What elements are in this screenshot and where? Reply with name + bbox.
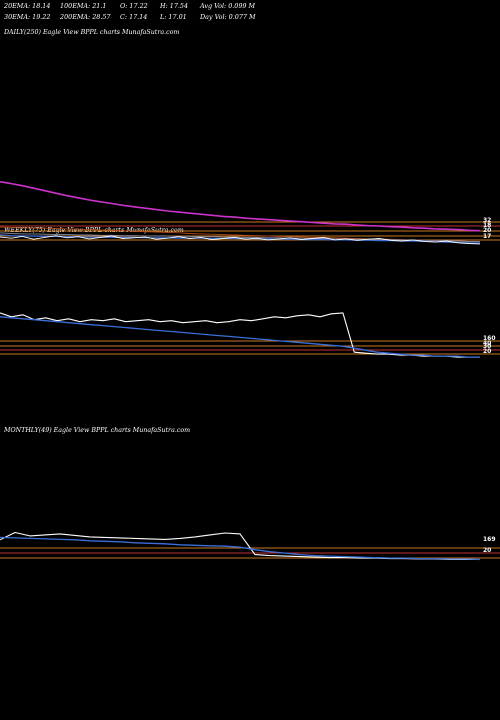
weekly-series-1 (0, 316, 480, 358)
weekly-series-0 (0, 312, 480, 358)
stat-100ema: 100EMA: 21.1 (60, 2, 107, 10)
weekly-right-label-2: 30 (483, 343, 491, 350)
daily-series-0 (0, 181, 481, 232)
daily-right-label-1: 18 (483, 222, 491, 229)
daily-series-4 (0, 235, 481, 245)
weekly-right-label-1: 40 (483, 340, 491, 347)
daily-right-label-2: 20 (483, 227, 491, 234)
daily-right-label-3: 17 (483, 233, 491, 240)
stat-30ema: 30EMA: 19.22 (4, 13, 51, 21)
stat-200ema: 200EMA: 28.57 (60, 13, 111, 21)
monthly-right-label-0: 169 (483, 536, 496, 543)
monthly-series-1 (0, 536, 481, 561)
stat-avg-vol: Avg Vol: 0.099 M (200, 2, 256, 10)
daily-panel-label: DAILY(250) Eagle View BPPL charts Munafa… (4, 29, 180, 36)
stat-low: L: 17.01 (160, 13, 187, 21)
stat-20ema: 20EMA: 18.14 (4, 2, 51, 10)
daily-right-label-0: 32 (483, 217, 491, 224)
daily-series-2 (0, 232, 481, 243)
stat-open: O: 17.22 (120, 2, 148, 10)
stat-close: C: 17.14 (120, 13, 148, 21)
stat-high: H: 17.54 (160, 2, 189, 10)
weekly-right-label-0: 160 (483, 335, 496, 342)
monthly-panel-label: MONTHLY(49) Eagle View BPPL charts Munaf… (4, 427, 191, 434)
weekly-right-label-3: 20 (483, 348, 491, 355)
monthly-series-0 (0, 531, 480, 561)
monthly-right-label-1: 20 (483, 547, 491, 554)
stat-day-vol: Day Vol: 0.077 M (200, 13, 256, 21)
